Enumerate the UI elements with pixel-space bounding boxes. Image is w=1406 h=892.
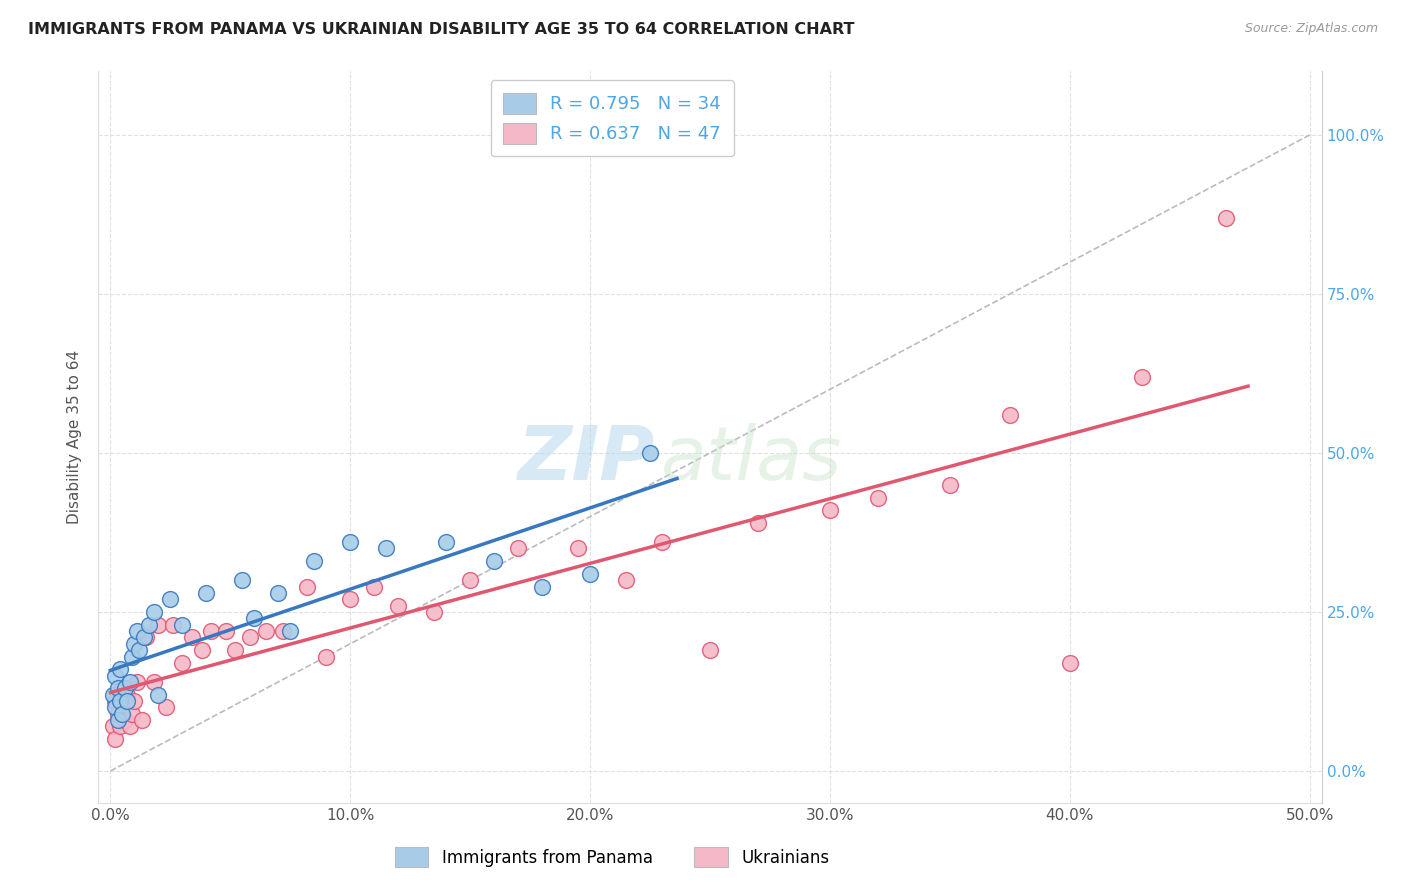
Point [567,541,589,556]
Point [124,637,146,651]
Text: IMMIGRANTS FROM PANAMA VS UKRAINIAN DISABILITY AGE 35 TO 64 CORRELATION CHART: IMMIGRANTS FROM PANAMA VS UKRAINIAN DISA… [28,22,855,37]
Point [339,592,361,607]
Point [101,688,124,702]
Point [148,688,170,702]
Point [155,700,177,714]
Point [172,617,194,632]
Point [458,573,481,587]
Text: atlas: atlas [661,423,842,495]
Text: ZIP: ZIP [517,423,655,496]
Point [747,516,769,530]
Point [104,694,127,708]
Point [267,586,290,600]
Point [111,706,134,721]
Point [181,631,204,645]
Point [579,566,602,581]
Point [108,694,131,708]
Point [315,649,337,664]
Point [699,643,721,657]
Point [254,624,277,638]
Point [271,624,294,638]
Legend: Immigrants from Panama, Ukrainians: Immigrants from Panama, Ukrainians [387,839,838,875]
Point [121,649,143,664]
Point [423,605,446,619]
Y-axis label: Disability Age 35 to 64: Disability Age 35 to 64 [67,350,83,524]
Point [142,675,165,690]
Point [231,573,253,587]
Point [531,580,554,594]
Point [1059,656,1081,670]
Point [200,624,222,638]
Point [107,681,129,696]
Point [114,713,136,727]
Point [387,599,409,613]
Point [1215,211,1237,225]
Point [107,713,129,727]
Point [434,535,457,549]
Point [195,586,218,600]
Point [339,535,361,549]
Point [125,624,148,638]
Point [107,706,129,721]
Point [111,681,134,696]
Point [363,580,385,594]
Point [132,631,155,645]
Point [172,656,194,670]
Point [104,700,127,714]
Point [124,694,146,708]
Point [190,643,212,657]
Point [224,643,246,657]
Point [101,719,124,733]
Point [939,477,962,491]
Point [125,675,148,690]
Point [131,713,153,727]
Point [104,668,127,682]
Point [651,535,673,549]
Point [482,554,505,568]
Point [162,617,184,632]
Point [998,408,1021,422]
Point [243,611,266,625]
Text: Source: ZipAtlas.com: Source: ZipAtlas.com [1244,22,1378,36]
Point [375,541,398,556]
Point [142,605,165,619]
Point [818,503,841,517]
Point [508,541,530,556]
Point [304,554,326,568]
Point [118,675,141,690]
Point [159,592,181,607]
Point [115,688,138,702]
Point [614,573,637,587]
Point [108,719,131,733]
Point [108,662,131,676]
Point [104,732,127,747]
Point [238,631,260,645]
Point [1130,369,1153,384]
Point [128,643,150,657]
Point [638,446,661,460]
Point [118,719,141,733]
Point [115,694,138,708]
Point [278,624,301,638]
Point [148,617,170,632]
Point [866,491,889,505]
Point [121,706,143,721]
Point [295,580,318,594]
Point [214,624,236,638]
Point [135,631,157,645]
Point [114,681,136,696]
Point [138,617,160,632]
